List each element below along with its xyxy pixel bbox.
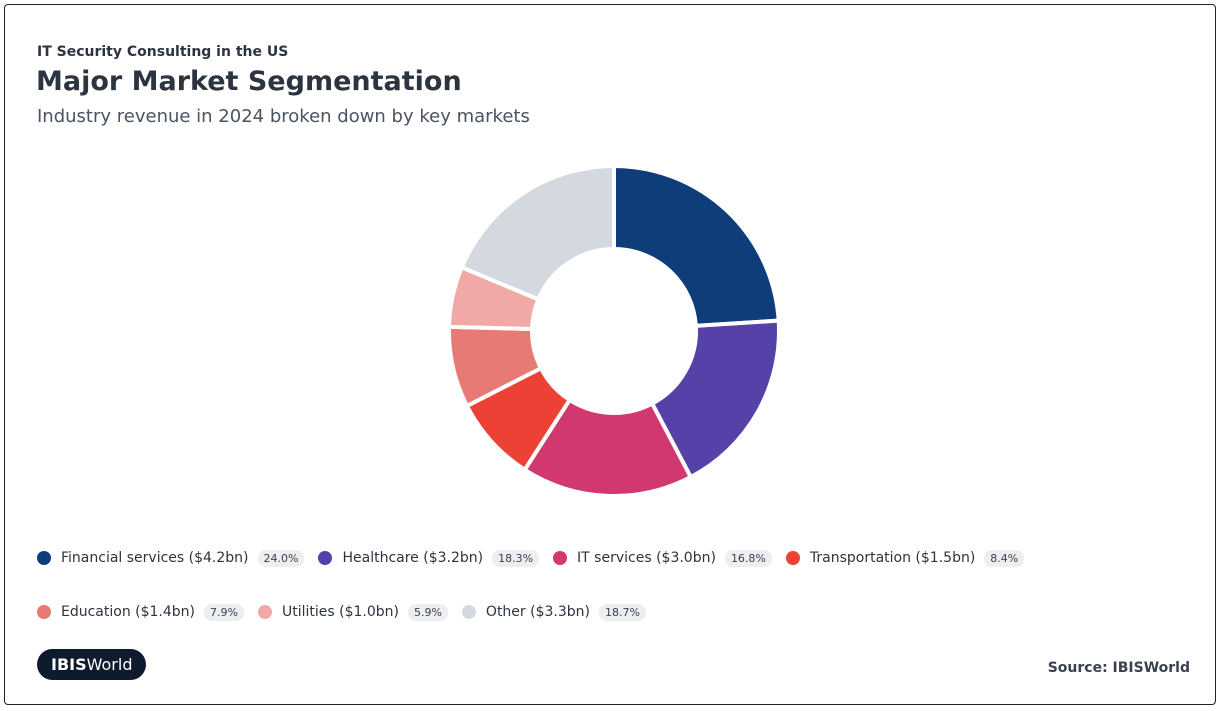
legend-item: Transportation ($1.5bn) 8.4%	[785, 546, 1025, 570]
legend-item: Financial services ($4.2bn) 24.0%	[37, 546, 305, 570]
value-label: 5.9%	[407, 603, 448, 621]
logo: IBISWorld	[37, 649, 147, 680]
chart	[449, 163, 781, 498]
legend-swatch	[553, 551, 568, 565]
donut-segment	[459, 163, 616, 302]
legend-item: Healthcare ($3.2bn) 18.3%	[318, 546, 540, 570]
legend: Financial services ($4.2bn) 24.0% Healthca…	[37, 546, 1082, 624]
value-label: 16.8%	[724, 549, 772, 567]
value-label: 24.0%	[257, 549, 305, 567]
legend-label: Financial services ($4.2bn)	[61, 550, 249, 566]
value-label: 8.4%	[984, 549, 1025, 567]
legend-label: Other ($3.3bn)	[485, 604, 590, 620]
value-label: 18.7%	[598, 603, 646, 621]
logo-bold: IBIS	[51, 655, 87, 674]
legend-label: Transportation ($1.5bn)	[809, 550, 976, 566]
legend-swatch	[37, 605, 51, 619]
legend-item: Education ($1.4bn) 7.9%	[37, 600, 244, 624]
legend-label: Healthcare ($3.2bn)	[342, 550, 484, 566]
supertitle: IT Security Consulting in the US	[37, 44, 289, 60]
legend-swatch	[37, 551, 51, 565]
card	[4, 4, 1216, 705]
legend-item: IT services ($3.0bn) 16.8%	[553, 546, 772, 570]
subtitle: Industry revenue in 2024 broken down by …	[37, 106, 530, 127]
legend-label: IT services ($3.0bn)	[577, 550, 716, 566]
legend-label: Utilities ($1.0bn)	[281, 604, 399, 620]
legend-swatch	[257, 605, 272, 619]
donut-segment	[649, 318, 781, 480]
donut-segment	[612, 163, 781, 328]
logo-rest: World	[86, 655, 133, 674]
source: Source: IBISWorld	[1047, 660, 1190, 676]
value-label: 18.3%	[492, 549, 540, 567]
legend-item: Utilities ($1.0bn) 5.9%	[257, 600, 448, 624]
legend-swatch	[318, 551, 333, 565]
chart-title: Major Market Segmentation	[36, 66, 462, 97]
value-label: 7.9%	[204, 603, 244, 621]
legend-item: Other ($3.3bn) 18.7%	[461, 600, 646, 624]
donut-segment	[521, 397, 694, 498]
legend-swatch	[461, 605, 476, 619]
legend-label: Education ($1.4bn)	[61, 604, 196, 620]
legend-swatch	[785, 551, 800, 565]
